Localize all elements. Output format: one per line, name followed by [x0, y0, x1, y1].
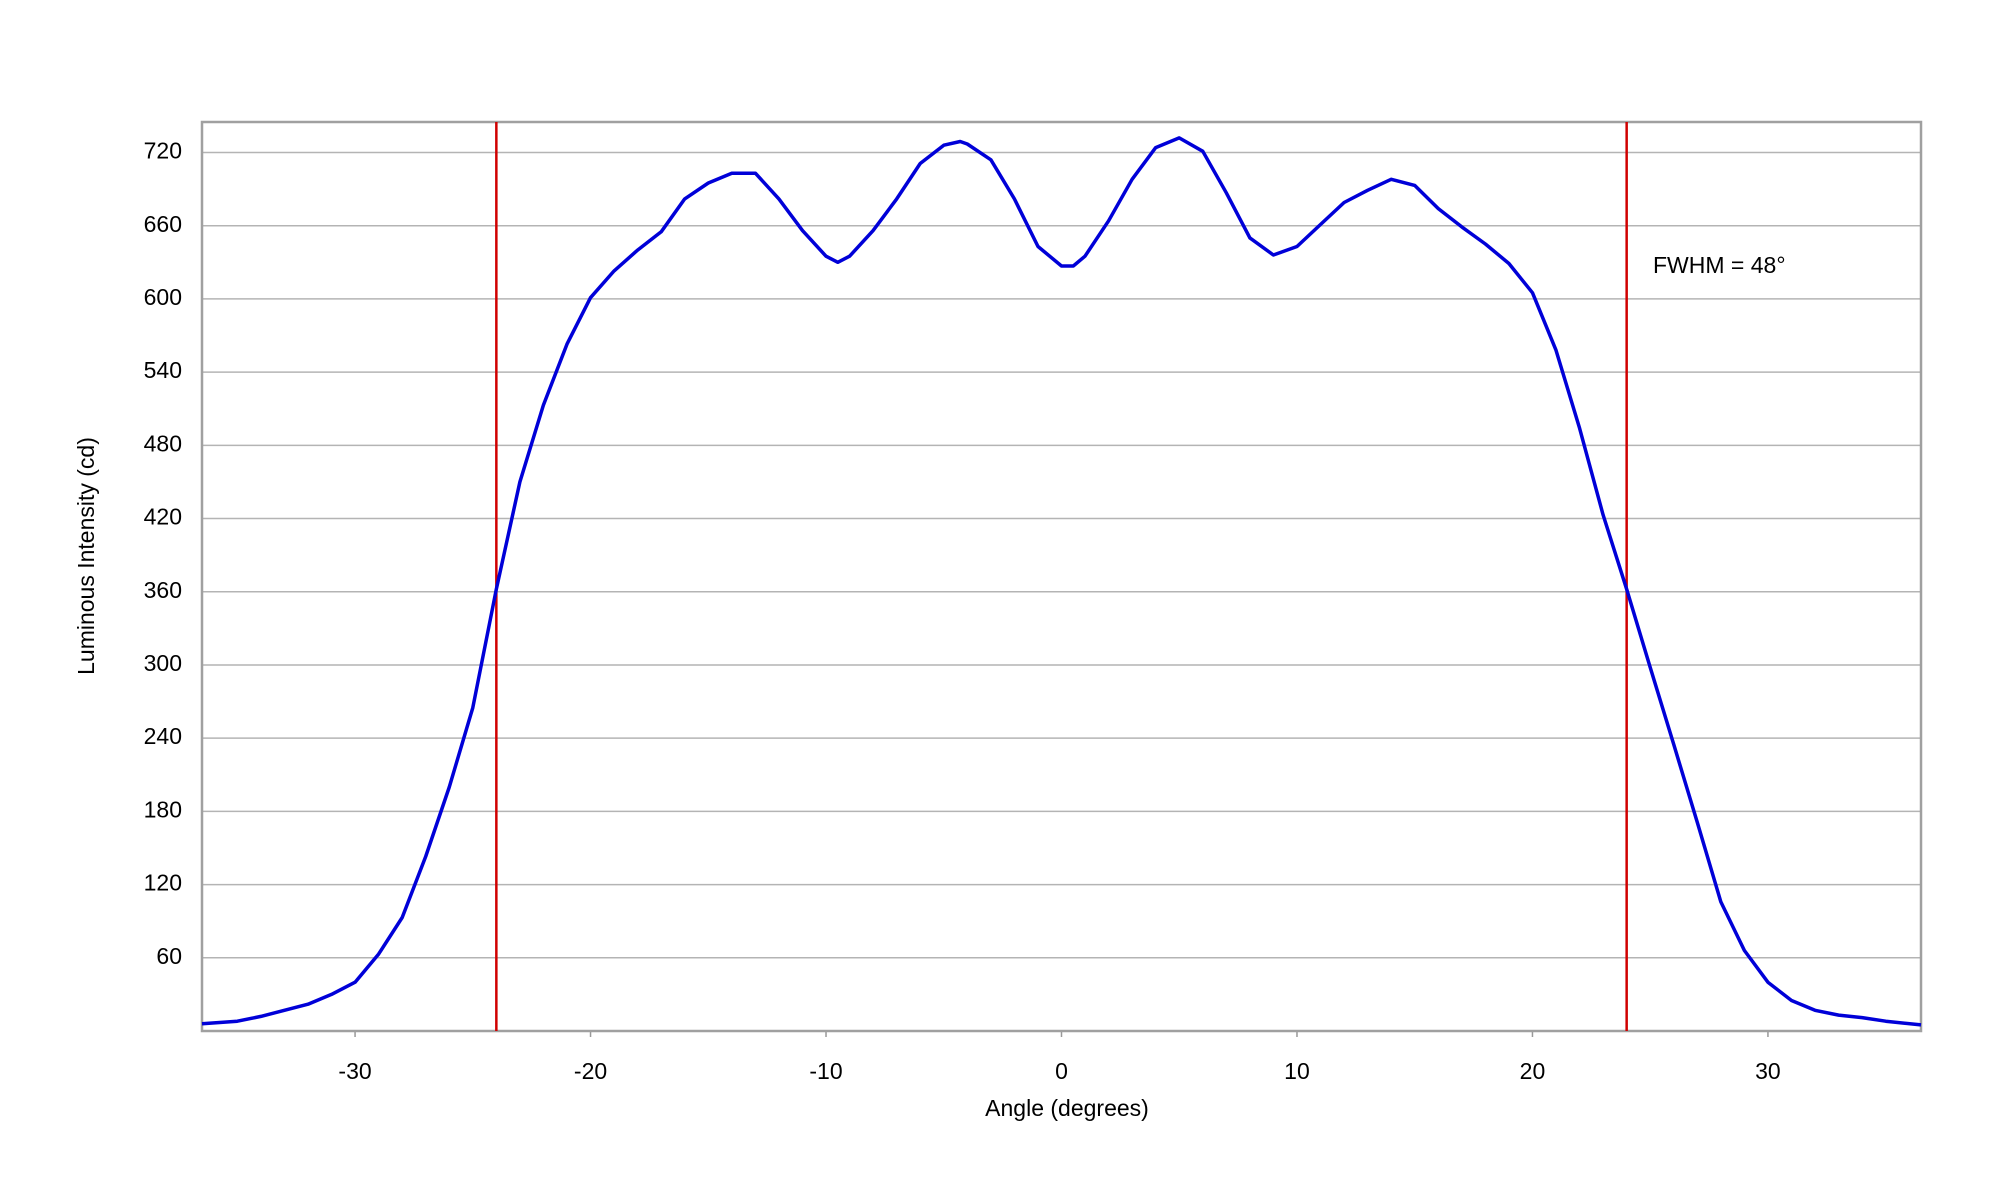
y-tick-label: 120 [144, 870, 182, 896]
y-tick-label: 480 [144, 430, 182, 456]
y-tick-label: 600 [144, 284, 182, 310]
y-tick-label: 240 [144, 723, 182, 749]
x-tick-label: 0 [1055, 1058, 1068, 1084]
x-tick-label: 20 [1520, 1058, 1546, 1084]
x-tick-label: -10 [809, 1058, 842, 1084]
x-tick-label: 10 [1284, 1058, 1310, 1084]
y-tick-label: 300 [144, 650, 182, 676]
x-tick-label: 30 [1755, 1058, 1781, 1084]
x-axis-label: Angle (degrees) [985, 1095, 1149, 1121]
y-tick-label: 420 [144, 504, 182, 530]
data-line [201, 136, 1922, 1027]
y-axis-label: Luminous Intensity (cd) [73, 437, 99, 675]
y-tick-label: 60 [156, 943, 182, 969]
y-tick-label: 180 [144, 796, 182, 822]
y-tick-label: 660 [144, 211, 182, 237]
x-tick-label: -20 [574, 1058, 607, 1084]
annotation: FWHM = 48° [1653, 252, 1786, 278]
x-tick-label: -30 [338, 1058, 371, 1084]
y-tick-label: 360 [144, 577, 182, 603]
y-tick-label: 720 [144, 138, 182, 164]
plot-frame [200, 120, 1923, 1033]
y-tick-label: 540 [144, 357, 182, 383]
